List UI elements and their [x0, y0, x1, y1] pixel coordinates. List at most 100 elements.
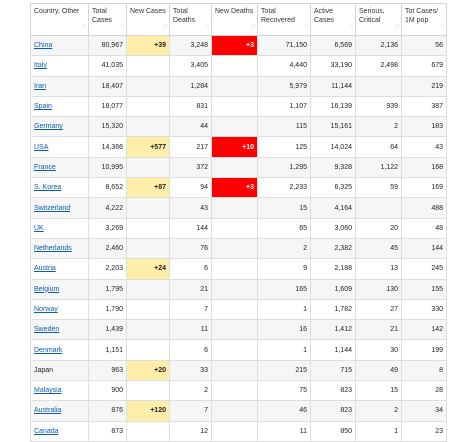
cell-total-recovered: 4,440	[257, 55, 311, 77]
cell-new-cases	[126, 380, 170, 402]
cell-total-recovered: 15	[257, 197, 311, 219]
column-header-label: Total Recovered	[261, 8, 295, 24]
cell-total-cases: 10,995	[88, 156, 127, 179]
cell-new-cases	[126, 237, 170, 260]
country-link[interactable]: Sweden	[34, 326, 60, 334]
sort-arrows-icon[interactable]: ↑↓	[205, 24, 210, 30]
country-link[interactable]: Denmark	[34, 346, 63, 354]
cell-per-million: 387	[401, 95, 447, 118]
cell-total-cases: 876	[88, 400, 127, 422]
column-header-active-cases[interactable]: Active Cases ↑↓	[310, 3, 356, 36]
cell-total-deaths: 3,405	[169, 55, 212, 77]
cell-country: Australia	[30, 400, 89, 422]
country-link[interactable]: France	[34, 163, 56, 171]
cell-total-recovered: 125	[257, 136, 311, 158]
cell-serious: 1,122	[355, 156, 402, 179]
cell-new-cases: +24	[126, 258, 170, 280]
cell-active-cases: 823	[310, 380, 356, 402]
country-link[interactable]: Canada	[34, 427, 59, 435]
sort-arrows-icon[interactable]: ↑↓	[82, 24, 87, 30]
cell-total-deaths: 831	[169, 95, 212, 118]
cell-serious: 49	[355, 359, 402, 382]
sort-arrows-icon[interactable]: ↑↓	[395, 24, 400, 30]
cell-active-cases: 1,609	[310, 278, 356, 300]
table-body: China 80,967 +39 3,248 +3 71,150 6,569 2,136 56 I…	[30, 34, 447, 442]
country-link[interactable]: Germany	[34, 123, 63, 131]
country-link[interactable]: Netherlands	[34, 245, 72, 253]
cell-total-recovered: 11	[257, 420, 311, 442]
table-row: Norway 1,790 7 1 1,782 27 330	[30, 298, 447, 321]
sort-arrows-icon[interactable]: ↑↓	[304, 24, 309, 30]
country-link[interactable]: Iran	[34, 82, 47, 90]
country-link[interactable]: USA	[34, 143, 49, 151]
table-row: Canada 873 12 11 850 1 23	[30, 420, 447, 442]
column-header-label: Active Cases	[314, 8, 334, 24]
cell-total-deaths: 3,248	[169, 34, 212, 57]
column-header-per-million[interactable]: Tot Cases/ 1M pop ↑↓	[401, 3, 447, 36]
cell-active-cases: 1,144	[310, 339, 356, 361]
cell-total-recovered: 75	[257, 380, 311, 402]
cell-serious: 59	[355, 177, 402, 199]
cell-serious: 15	[355, 380, 402, 402]
cell-new-cases: +577	[126, 136, 170, 158]
column-header-new-cases[interactable]: New Cases ↑↓	[126, 3, 170, 36]
cell-per-million: 219	[401, 75, 447, 97]
cell-country: Netherlands	[30, 237, 89, 260]
cell-serious: 20	[355, 217, 402, 239]
cell-total-recovered: 115	[257, 116, 311, 138]
country-link[interactable]: Italy	[34, 62, 47, 70]
cell-serious: 130	[355, 278, 402, 300]
cell-total-recovered: 16	[257, 319, 311, 341]
country-link[interactable]: Australia	[34, 407, 62, 415]
country-link[interactable]: Norway	[34, 306, 58, 313]
table-row: Germany 15,320 44 115 15,161 2 183	[30, 116, 447, 138]
sort-arrows-icon[interactable]: ↑↓	[440, 24, 445, 30]
cell-country: France	[30, 156, 89, 179]
country-link[interactable]: Spain	[34, 103, 52, 111]
table-row: Australia 876 +120 7 46 823 2 34	[30, 400, 447, 422]
sort-arrows-icon[interactable]: ↑↓	[349, 24, 354, 30]
cell-total-recovered: 165	[257, 278, 311, 300]
sort-arrows-icon[interactable]: ↑↓	[163, 24, 168, 30]
country-link[interactable]: UK	[34, 224, 44, 232]
cell-total-cases: 2,460	[88, 237, 127, 260]
cell-per-million: 142	[401, 319, 447, 341]
cell-country: Denmark	[30, 339, 89, 361]
column-header-country[interactable]: Country, Other ↑↓	[30, 3, 89, 36]
cell-active-cases: 2,382	[310, 237, 356, 260]
table-row: Malaysia 900 2 75 823 15 28	[30, 380, 447, 402]
cell-country: UK	[30, 217, 89, 239]
country-link[interactable]: Malaysia	[34, 387, 62, 395]
cell-serious: 2	[355, 116, 402, 138]
sort-arrows-icon[interactable]: ↑↓	[251, 24, 256, 30]
country-link[interactable]: Austria	[34, 265, 56, 273]
cell-new-cases: +87	[126, 177, 170, 199]
cell-new-cases	[126, 55, 170, 77]
country-link[interactable]: China	[34, 42, 53, 50]
cell-total-deaths: 76	[169, 237, 212, 260]
cell-new-deaths: +3	[211, 34, 258, 57]
table-row: UK 3,269 144 65 3,060 20 48	[30, 217, 447, 239]
column-header-serious[interactable]: Serious, Critical ↑↓	[355, 3, 402, 36]
cell-total-cases: 3,269	[88, 217, 127, 239]
country-link[interactable]: Switzerland	[34, 204, 71, 212]
column-header-total-deaths[interactable]: Total Deaths ↑↓	[169, 3, 212, 36]
cell-per-million: 144	[401, 237, 447, 260]
country-link[interactable]: S. Korea	[34, 184, 62, 192]
cell-total-deaths: 33	[169, 359, 212, 382]
cell-total-recovered: 2,233	[257, 177, 311, 199]
sort-arrows-icon[interactable]: ↑↓	[120, 24, 125, 30]
cell-total-recovered: 5,979	[257, 75, 311, 97]
column-header-total-recovered[interactable]: Total Recovered ↑↓	[257, 3, 311, 36]
column-header-total-cases[interactable]: Total Cases ↑↓	[88, 3, 127, 36]
table-row: S. Korea 8,652 +87 94 +3 2,233 6,325 59 169	[30, 177, 447, 199]
cell-serious	[355, 197, 402, 219]
table-row: France 10,995 372 1,295 9,328 1,122 168	[30, 156, 447, 179]
cell-country: S. Korea	[30, 177, 89, 199]
table-row: China 80,967 +39 3,248 +3 71,150 6,569 2,136 56	[30, 34, 447, 57]
column-header-new-deaths[interactable]: New Deaths ↑↓	[211, 3, 258, 36]
cell-country: Japan	[30, 359, 89, 382]
country-link[interactable]: Belgium	[34, 285, 60, 293]
cell-total-recovered: 1	[257, 339, 311, 361]
cell-total-deaths: 6	[169, 339, 212, 361]
